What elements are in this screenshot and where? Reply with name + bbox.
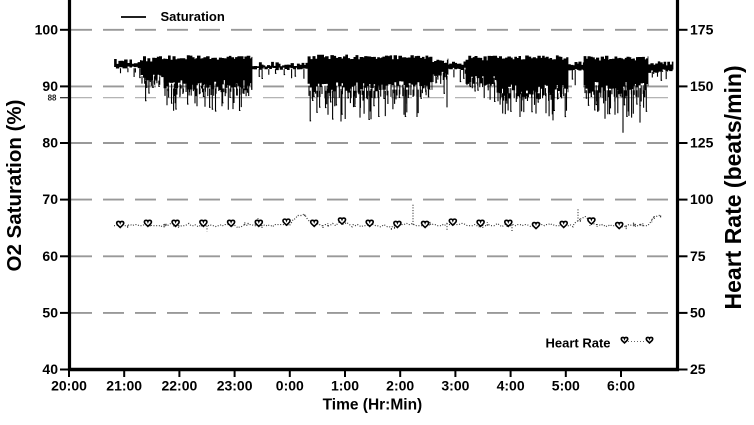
svg-text:25: 25 [690,361,706,377]
svg-text:6:00: 6:00 [607,378,635,394]
svg-text:40: 40 [42,361,58,377]
svg-text:100: 100 [690,191,714,207]
svg-text:4:00: 4:00 [497,378,525,394]
svg-text:Saturation: Saturation [161,9,225,24]
svg-text:Heart Rate (beats/min): Heart Rate (beats/min) [720,65,746,309]
svg-text:21:00: 21:00 [106,378,142,394]
svg-text:125: 125 [690,135,714,151]
svg-text:100: 100 [35,21,59,37]
svg-text:88: 88 [48,94,57,103]
svg-text:175: 175 [690,21,714,37]
svg-text:Time (Hr:Min): Time (Hr:Min) [323,397,423,414]
svg-text:3:00: 3:00 [441,378,469,394]
svg-text:Heart Rate: Heart Rate [546,336,611,351]
svg-text:2:00: 2:00 [386,378,414,394]
svg-text:150: 150 [690,78,714,94]
svg-text:80: 80 [42,135,58,151]
svg-text:0:00: 0:00 [276,378,304,394]
svg-text:1:00: 1:00 [331,378,359,394]
svg-text:90: 90 [42,78,58,94]
svg-text:50: 50 [42,305,58,321]
svg-text:50: 50 [690,305,706,321]
svg-text:75: 75 [690,248,706,264]
svg-text:23:00: 23:00 [217,378,253,394]
svg-text:60: 60 [42,248,58,264]
svg-text:70: 70 [42,191,58,207]
svg-text:5:00: 5:00 [552,378,580,394]
svg-text:22:00: 22:00 [161,378,197,394]
svg-text:O2 Saturation (%): O2 Saturation (%) [3,100,26,272]
svg-text:20:00: 20:00 [51,378,87,394]
